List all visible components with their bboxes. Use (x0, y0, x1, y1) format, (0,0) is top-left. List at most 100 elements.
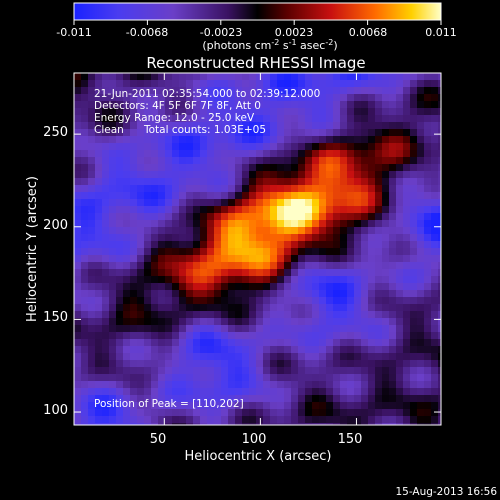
heatmap-cell (263, 101, 271, 109)
heatmap-cell (109, 129, 117, 137)
heatmap-cell (151, 367, 159, 375)
heatmap-cell (368, 101, 376, 109)
heatmap-cell (277, 360, 285, 368)
heatmap-cell (200, 304, 208, 312)
heatmap-cell (81, 199, 89, 207)
heatmap-cell (158, 199, 166, 207)
heatmap-cell (298, 283, 306, 291)
heatmap-cell (242, 388, 250, 396)
heatmap-cell (74, 311, 82, 319)
heatmap-cell (109, 290, 117, 298)
heatmap-cell (88, 87, 96, 95)
heatmap-cell (74, 395, 82, 403)
heatmap-cell (389, 136, 397, 144)
heatmap-cell (361, 73, 369, 81)
heatmap-cell (263, 325, 271, 333)
heatmap-cell (165, 318, 173, 326)
heatmap-cell (88, 262, 96, 270)
heatmap-cell (123, 241, 131, 249)
heatmap-cell (382, 360, 390, 368)
heatmap-cell (417, 206, 425, 214)
heatmap-cell (375, 213, 383, 221)
heatmap-cell (256, 136, 264, 144)
heatmap-cell (158, 283, 166, 291)
heatmap-cell (228, 220, 236, 228)
heatmap-cell (382, 297, 390, 305)
heatmap-cell (361, 423, 369, 425)
heatmap-cell (130, 388, 138, 396)
heatmap-cell (396, 150, 404, 158)
heatmap-cell (410, 416, 418, 424)
heatmap-cell (326, 213, 334, 221)
heatmap-cell (389, 318, 397, 326)
heatmap-cell (277, 206, 285, 214)
heatmap-cell (389, 311, 397, 319)
heatmap-cell (291, 283, 299, 291)
heatmap-cell (123, 283, 131, 291)
heatmap-cell (109, 220, 117, 228)
heatmap-cell (179, 311, 187, 319)
heatmap-cell (81, 325, 89, 333)
heatmap-cell (410, 353, 418, 361)
footer-date: 15-Aug-2013 16:56 (395, 486, 497, 498)
heatmap-cell (207, 94, 215, 102)
heatmap-cell (158, 192, 166, 200)
heatmap-cell (361, 220, 369, 228)
heatmap-cell (165, 94, 173, 102)
heatmap-cell (242, 423, 250, 425)
heatmap-cell (130, 122, 138, 130)
heatmap-cell (130, 423, 138, 425)
heatmap-cell (319, 297, 327, 305)
heatmap-cell (207, 269, 215, 277)
heatmap-cell (256, 339, 264, 347)
heatmap-cell (438, 360, 441, 368)
heatmap-cell (270, 402, 278, 410)
heatmap-cell (389, 325, 397, 333)
heatmap-cell (179, 304, 187, 312)
heatmap-cell (277, 325, 285, 333)
heatmap-cell (277, 213, 285, 221)
heatmap-cell (403, 213, 411, 221)
heatmap-cell (228, 311, 236, 319)
heatmap-cell (347, 73, 355, 81)
heatmap-cell (277, 402, 285, 410)
heatmap-cell (74, 150, 82, 158)
heatmap-cell (228, 304, 236, 312)
heatmap-cell (207, 80, 215, 88)
heatmap-cell (165, 346, 173, 354)
heatmap-cell (326, 80, 334, 88)
heatmap-cell (396, 157, 404, 165)
heatmap-cell (396, 423, 404, 425)
heatmap-cell (291, 339, 299, 347)
heatmap-cell (382, 129, 390, 137)
heatmap-cell (109, 150, 117, 158)
heatmap-cell (291, 353, 299, 361)
heatmap-cell (144, 213, 152, 221)
heatmap-cell (291, 325, 299, 333)
heatmap-cell (424, 73, 432, 81)
heatmap-cell (431, 101, 439, 109)
heatmap-cell (81, 283, 89, 291)
heatmap-cell (137, 192, 145, 200)
heatmap-cell (354, 318, 362, 326)
heatmap-cell (347, 192, 355, 200)
heatmap-cell (193, 80, 201, 88)
heatmap-cell (165, 311, 173, 319)
heatmap-cell (179, 178, 187, 186)
heatmap-cell (151, 269, 159, 277)
heatmap-cell (270, 381, 278, 389)
heatmap-cell (235, 311, 243, 319)
heatmap-cell (81, 290, 89, 298)
heatmap-cell (312, 206, 320, 214)
heatmap-cell (137, 318, 145, 326)
heatmap-cell (74, 157, 82, 165)
heatmap-cell (361, 192, 369, 200)
heatmap-cell (375, 227, 383, 235)
heatmap-cell (263, 143, 271, 151)
heatmap-cell (207, 108, 215, 116)
heatmap-cell (375, 206, 383, 214)
heatmap-cell (158, 402, 166, 410)
heatmap-cell (326, 346, 334, 354)
heatmap-cell (340, 143, 348, 151)
heatmap-cell (368, 367, 376, 375)
